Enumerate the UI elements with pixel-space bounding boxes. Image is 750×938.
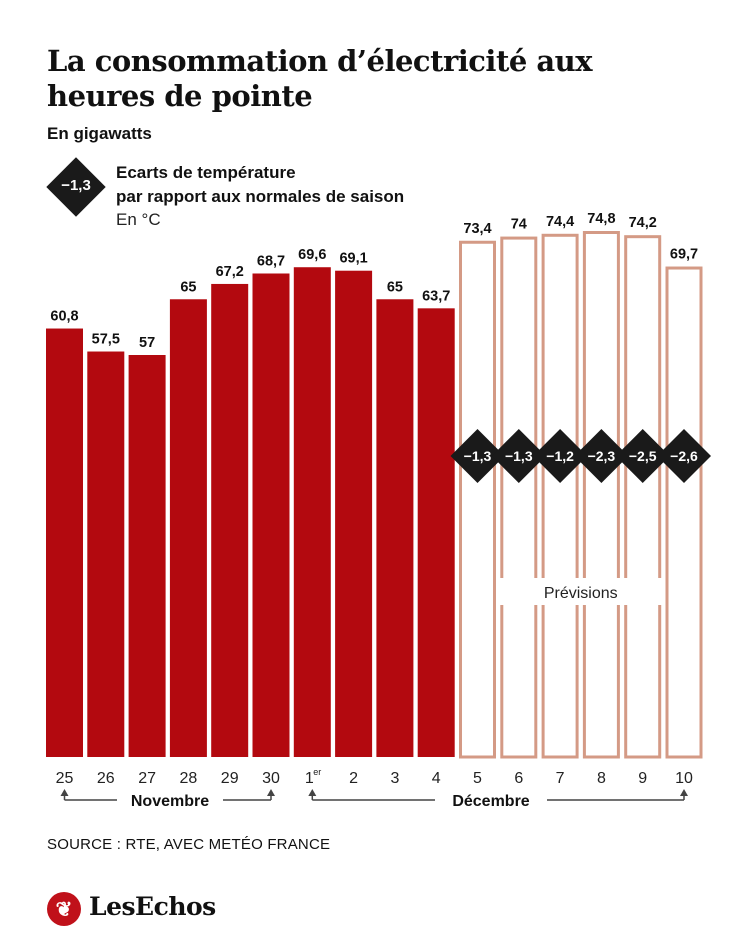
- bar: [293, 267, 331, 757]
- month-range-decembre-start-arrow-icon: [308, 789, 317, 796]
- temperature-diamond: [615, 429, 670, 483]
- bar: [376, 299, 414, 757]
- bar: [211, 283, 249, 757]
- bar-value-label: 68,7: [257, 253, 285, 269]
- x-tick-label: 10: [675, 770, 693, 787]
- bar-value-label: 74: [511, 217, 527, 233]
- bar-value-label: 65: [387, 279, 403, 295]
- bar-value-label: 57: [139, 335, 155, 351]
- x-tick-label: 27: [138, 770, 156, 787]
- bar-value-label: 73,4: [463, 221, 491, 237]
- x-tick-label: 4: [432, 770, 441, 787]
- x-tick-label: 25: [56, 770, 74, 787]
- x-tick-label: 8: [597, 770, 606, 787]
- bar: [417, 308, 455, 757]
- temperature-deviation-label: −2,5: [629, 448, 657, 464]
- temperature-diamond: [657, 429, 711, 483]
- bar: [252, 273, 290, 757]
- legend-line-2: par rapport aux normales de saison: [116, 187, 405, 206]
- bar-value-label: 65: [180, 279, 196, 295]
- forecast-bar: [459, 240, 496, 759]
- les-echos-rooster-icon: ❦: [47, 892, 81, 926]
- temperature-diamond: [491, 429, 546, 483]
- x-tick-label: 3: [390, 770, 399, 787]
- legend-sample-value: −1,3: [61, 177, 91, 194]
- forecast-bar: [582, 231, 620, 759]
- bar: [335, 270, 373, 757]
- forecast-label: Prévisions: [544, 585, 618, 602]
- bar-value-label: 67,2: [216, 264, 244, 280]
- x-tick-label: 30: [262, 770, 280, 787]
- bar-value-label: 74,8: [587, 211, 615, 227]
- temperature-legend: −1,3 Ecarts de température par rapport a…: [46, 157, 507, 235]
- chart-title: La consommation d’électricité aux heures…: [47, 44, 593, 113]
- x-tick-label: 6: [514, 770, 523, 787]
- bar-value-label: 74,2: [629, 215, 657, 231]
- bar: [128, 355, 166, 757]
- forecast-label-bg: [496, 578, 666, 605]
- month-range-decembre-label: Décembre: [452, 793, 529, 810]
- x-tick-label: 26: [97, 770, 115, 787]
- month-range-novembre-start-arrow-icon: [60, 789, 69, 796]
- x-tick-label: 5: [473, 770, 482, 787]
- forecast-bar: [541, 233, 579, 759]
- temperature-deviation-label: −1,3: [505, 448, 533, 464]
- chart-subtitle: En gigawatts: [47, 124, 152, 143]
- source-note: SOURCE : RTE, AVEC METÉO FRANCE: [47, 836, 331, 853]
- bar: [169, 299, 207, 757]
- temperature-diamond: [533, 429, 588, 483]
- month-range-novembre-label: Novembre: [131, 793, 209, 810]
- bar-value-label: 69,6: [298, 247, 326, 263]
- bar-value-label: 57,5: [92, 332, 120, 348]
- x-tick-label: 28: [180, 770, 198, 787]
- x-tick-label: 2: [349, 770, 358, 787]
- legend-unit: En °C: [116, 210, 161, 229]
- legend-line-1: Ecarts de température: [116, 163, 296, 182]
- month-range-novembre-end-arrow-icon: [267, 789, 275, 796]
- x-tick-label: 7: [556, 770, 565, 787]
- logo-text: LesEchos: [89, 892, 216, 921]
- x-tick-label: 29: [221, 770, 239, 787]
- bar-value-label: 63,7: [422, 288, 450, 304]
- bar-value-label: 69,1: [339, 251, 367, 267]
- x-tick-superscript: er: [313, 767, 321, 777]
- bar: [87, 351, 125, 757]
- bar: [46, 328, 83, 757]
- temperature-deviation-label: −2,3: [588, 448, 616, 464]
- x-tick-label: 9: [638, 770, 647, 787]
- temperature-deviation-label: −1,2: [546, 448, 574, 464]
- forecast-bar: [665, 266, 703, 759]
- temperature-diamond: [574, 429, 629, 483]
- temperature-deviation-label: −1,3: [464, 448, 492, 464]
- temperature-diamond: [450, 429, 505, 483]
- bar-value-label: 69,7: [670, 247, 698, 263]
- forecast-bar: [500, 236, 538, 759]
- x-tick-label: 1: [305, 770, 314, 787]
- month-range-decembre-end-arrow-icon: [680, 789, 688, 796]
- forecast-bar: [624, 235, 662, 759]
- temperature-deviation-label: −2,6: [670, 448, 698, 464]
- bar-value-label: 60,8: [50, 309, 78, 325]
- bar-value-label: 74,4: [546, 214, 574, 230]
